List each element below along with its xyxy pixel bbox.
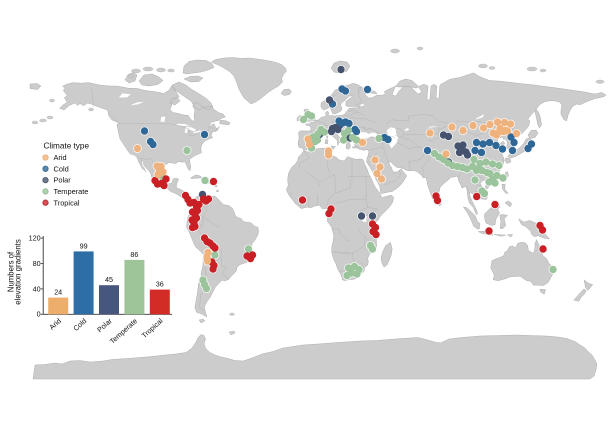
svg-text:80: 80 (33, 259, 41, 268)
svg-text:120: 120 (29, 234, 41, 243)
svg-text:Arid: Arid (54, 153, 67, 162)
svg-text:Arid: Arid (47, 316, 63, 331)
svg-text:Tropical: Tropical (54, 198, 80, 207)
svg-text:40: 40 (33, 284, 41, 293)
svg-text:Cold: Cold (71, 316, 88, 333)
svg-text:Polar: Polar (54, 176, 72, 185)
svg-text:99: 99 (80, 241, 88, 250)
svg-text:Temperate: Temperate (108, 316, 139, 345)
svg-text:Temperate: Temperate (54, 187, 89, 196)
svg-text:24: 24 (54, 288, 62, 297)
svg-text:Polar: Polar (95, 316, 114, 334)
svg-text:Numbers of: Numbers of (6, 251, 15, 292)
svg-text:Tropical: Tropical (140, 316, 165, 340)
svg-text:Climate type: Climate type (44, 142, 90, 151)
svg-text:0: 0 (37, 310, 41, 319)
svg-text:36: 36 (156, 280, 164, 289)
svg-text:elevation gradients: elevation gradients (14, 239, 23, 305)
svg-text:45: 45 (105, 275, 113, 284)
svg-text:86: 86 (130, 250, 138, 259)
svg-text:Cold: Cold (54, 164, 69, 173)
